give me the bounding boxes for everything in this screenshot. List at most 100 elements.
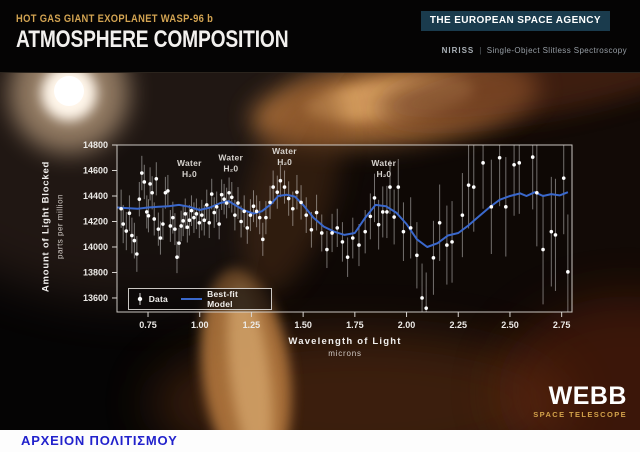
x-tick-label: 1.75 — [346, 320, 364, 330]
data-point — [415, 253, 419, 258]
data-point — [192, 215, 196, 220]
y-tick-label: 14400 — [83, 191, 108, 201]
data-point — [424, 306, 428, 310]
banner-text: ΑΡΧΕΙΟΝ ΠΟΛΙΤΙΣΜΟΥ — [21, 433, 178, 448]
data-point — [512, 162, 516, 167]
bottom-right-glow — [498, 296, 640, 431]
data-point — [368, 214, 373, 219]
data-point — [278, 178, 283, 183]
data-point — [219, 192, 224, 197]
star-core — [54, 76, 84, 106]
data-point — [156, 227, 161, 231]
data-point — [148, 182, 152, 186]
data-point — [163, 191, 168, 195]
data-point — [146, 213, 151, 218]
data-point — [119, 206, 123, 211]
data-point — [236, 201, 240, 205]
data-point — [450, 240, 454, 244]
y-axis-subtitle: parts per million — [55, 194, 65, 259]
data-point — [345, 255, 350, 259]
data-point — [233, 213, 237, 217]
data-point — [177, 241, 181, 245]
water-annotation: Water — [218, 152, 243, 162]
data-point — [286, 196, 291, 201]
plot-frame — [116, 144, 573, 313]
data-point — [229, 195, 234, 200]
planet-limb-bottom-core — [227, 283, 273, 431]
data-point — [561, 176, 566, 180]
legend-model-label: Best-fit Model — [207, 289, 239, 309]
planet-limb-left-glow — [241, 81, 343, 295]
data-point — [466, 183, 471, 187]
data-point — [504, 205, 508, 209]
data-point — [204, 203, 209, 207]
data-point — [183, 212, 188, 216]
data-point — [140, 171, 144, 175]
data-point — [187, 218, 192, 223]
data-point — [132, 238, 137, 243]
data-point — [161, 222, 165, 226]
data-point — [179, 224, 183, 228]
data-point — [209, 192, 214, 196]
data-point — [517, 161, 522, 165]
data-point — [268, 200, 272, 205]
data-point — [202, 218, 207, 223]
data-point — [282, 185, 287, 189]
data-point — [121, 222, 126, 226]
data-point — [340, 240, 345, 244]
data-point — [489, 205, 494, 209]
data-point — [304, 213, 309, 217]
data-point — [199, 213, 204, 217]
data-point — [271, 185, 275, 189]
data-point — [185, 225, 190, 230]
data-point — [319, 231, 324, 235]
data-point — [535, 191, 539, 195]
data-point — [549, 229, 554, 234]
data-point — [437, 220, 442, 225]
x-tick-label: 1.00 — [191, 320, 209, 330]
data-points — [119, 155, 570, 310]
plot-area — [117, 145, 572, 312]
data-point — [357, 243, 361, 247]
data-point — [257, 215, 262, 220]
data-point — [372, 196, 377, 200]
data-point — [158, 236, 163, 240]
data-point — [481, 161, 485, 165]
data-point — [222, 197, 226, 201]
data-point — [264, 215, 268, 220]
data-point — [173, 227, 177, 231]
data-point — [420, 296, 424, 300]
chart-legend: Data Best-fit Model — [128, 288, 272, 310]
data-point — [224, 201, 229, 205]
data-point — [214, 205, 219, 209]
planet-limb-right-fade — [377, 73, 640, 126]
data-point — [248, 213, 253, 217]
data-point — [290, 206, 295, 211]
y-tick-label: 14000 — [83, 242, 108, 252]
webb-subtitle: SPACE TELESCOPE — [533, 410, 627, 419]
data-point — [251, 204, 256, 208]
webb-wordmark: WEBB — [548, 382, 627, 410]
model-line-swatch — [180, 298, 203, 300]
data-point — [497, 155, 502, 160]
x-axis-subtitle: microns — [328, 349, 362, 358]
data-point — [150, 191, 154, 195]
y-tick-label: 14200 — [83, 216, 108, 226]
data-point — [396, 185, 401, 189]
x-tick-label: 2.75 — [553, 320, 571, 330]
data-point — [135, 252, 139, 256]
x-tick-label: 2.25 — [449, 320, 467, 330]
esa-badge: THE EUROPEAN SPACE AGENCY — [420, 11, 610, 31]
data-point — [207, 220, 212, 225]
y-tick-label: 14800 — [83, 140, 108, 150]
data-point — [197, 220, 202, 225]
data-point — [242, 209, 246, 214]
data-point — [254, 209, 259, 214]
water-annotation: Water — [371, 158, 396, 168]
x-ticks: 0.75 1.00 1.25 1.50 1.75 2.00 2.25 2.50 2.75 — [139, 312, 570, 330]
data-point — [142, 180, 147, 184]
data-point — [166, 189, 170, 193]
water-annotation-formula: H₂0 — [223, 163, 238, 173]
data-point — [350, 236, 355, 240]
